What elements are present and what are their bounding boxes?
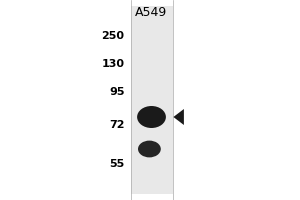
Text: 72: 72 (109, 120, 124, 130)
Bar (130, 6, 172, 194)
Ellipse shape (137, 106, 166, 128)
Bar (172, 0, 300, 200)
Ellipse shape (138, 141, 161, 157)
Text: 95: 95 (109, 87, 124, 97)
Polygon shape (173, 109, 184, 125)
Text: 250: 250 (101, 31, 124, 41)
Text: 130: 130 (101, 59, 124, 69)
Text: 55: 55 (109, 159, 124, 169)
Text: A549: A549 (135, 5, 168, 19)
Bar (0, 0, 130, 200)
